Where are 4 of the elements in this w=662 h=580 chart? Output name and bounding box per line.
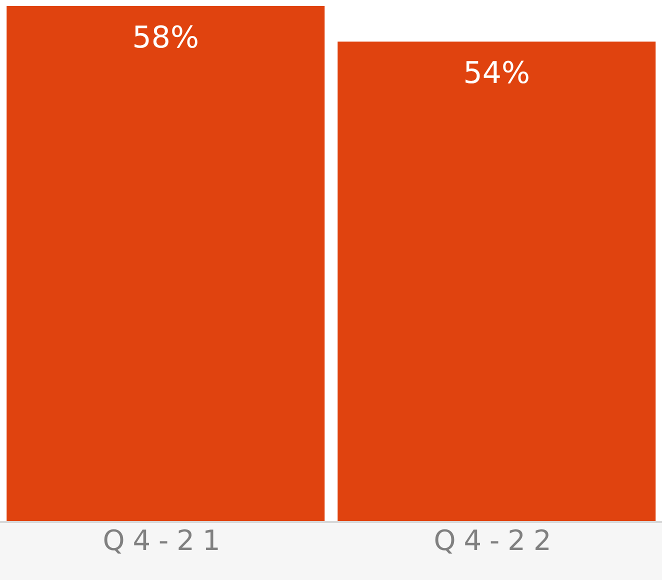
x-tick-label: Q4-21: [102, 524, 228, 557]
x-tick-label: Q4-22: [434, 524, 560, 557]
data-label: 54%: [463, 56, 530, 91]
data-label: 58%: [132, 20, 199, 56]
